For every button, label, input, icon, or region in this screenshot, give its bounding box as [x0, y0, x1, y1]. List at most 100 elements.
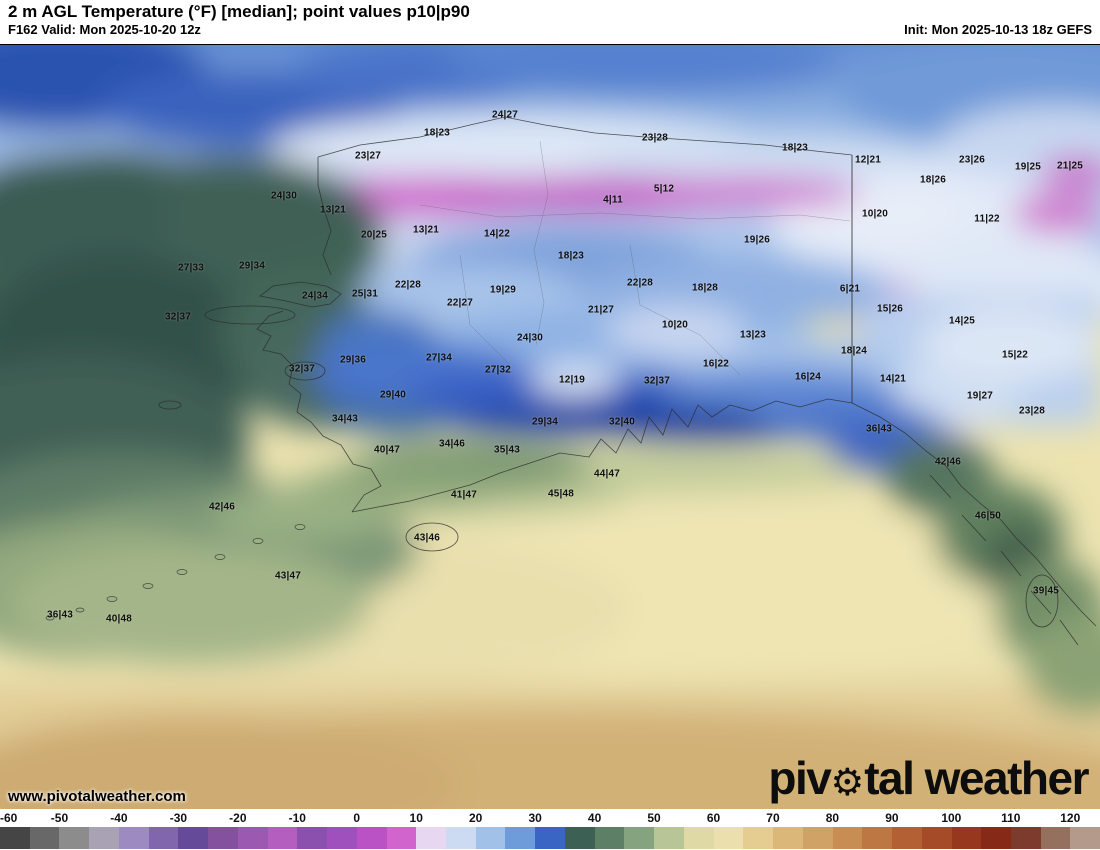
- point-value: 24|34: [301, 290, 329, 302]
- colorbar-scale: [0, 827, 1100, 849]
- point-value: 27|33: [177, 262, 205, 274]
- point-value: 29|34: [238, 260, 266, 272]
- colorbar-tick-label: 0: [353, 811, 361, 825]
- point-value: 46|50: [974, 510, 1002, 522]
- point-values-layer: 24|27 18|23 23|28 18|23 23|27 12|21 23|26 19|25…: [0, 45, 1100, 809]
- colorbar-tick-label: 30: [528, 811, 542, 825]
- point-value: 40|48: [105, 613, 133, 625]
- point-value: 18|23: [781, 142, 809, 154]
- colorbar-tick-label: 10: [409, 811, 423, 825]
- point-value: 44|47: [593, 468, 621, 480]
- map-header: 2 m AGL Temperature (°F) [median]; point…: [0, 0, 1100, 45]
- point-value: 45|48: [547, 488, 575, 500]
- point-value: 13|23: [739, 329, 767, 341]
- colorbar-tick-label: 100: [941, 811, 962, 825]
- colorbar-segment: [29, 827, 60, 849]
- point-value: 41|47: [450, 489, 478, 501]
- colorbar-tick-label: 60: [706, 811, 721, 825]
- point-value: 4|11: [603, 194, 623, 206]
- point-value: 43|47: [274, 570, 302, 582]
- point-value: 25|31: [351, 288, 379, 300]
- colorbar-segment: [1040, 827, 1071, 849]
- point-value: 24|30: [516, 332, 544, 344]
- colorbar-tick-label: -40: [110, 811, 128, 825]
- colorbar-segment: [654, 827, 684, 849]
- colorbar-segment: [475, 827, 506, 849]
- point-value: 24|30: [270, 190, 298, 202]
- temperature-field: [0, 45, 1100, 809]
- point-value: 18|28: [691, 282, 719, 294]
- point-value: 19|25: [1014, 161, 1042, 173]
- point-value: 22|27: [446, 297, 474, 309]
- point-value: 18|23: [557, 250, 585, 262]
- colorbar-segment: [148, 827, 179, 849]
- colorbar-segment: [89, 827, 119, 849]
- colorbar-tick-label: -10: [288, 811, 306, 825]
- point-value: 27|34: [425, 352, 453, 364]
- valid-time: F162 Valid: Mon 2025-10-20 12z: [8, 22, 201, 37]
- point-value: 35|43: [493, 444, 521, 456]
- point-value: 22|28: [626, 277, 654, 289]
- point-value: 6|21: [839, 283, 861, 295]
- point-value: 23|27: [354, 150, 382, 162]
- colorbar-tick-label: 70: [766, 811, 780, 825]
- colorbar-segment: [1010, 827, 1041, 849]
- point-value: 29|34: [531, 416, 559, 428]
- point-value: 29|36: [339, 354, 367, 366]
- point-value: 14|21: [879, 373, 907, 385]
- point-value: 24|27: [491, 109, 519, 121]
- point-value: 12|19: [558, 374, 586, 386]
- colorbar-tick-label: 50: [647, 811, 661, 825]
- colorbar-segment: [564, 827, 595, 849]
- point-value: 19|27: [966, 390, 994, 402]
- colorbar-tick-label: -20: [229, 811, 247, 825]
- point-value: 43|46: [413, 532, 441, 544]
- point-value: 42|46: [208, 501, 236, 513]
- point-value: 36|43: [865, 423, 893, 435]
- point-value: 34|43: [331, 413, 359, 425]
- aleutian-islands: [45, 524, 306, 621]
- point-value: 23|26: [958, 154, 986, 166]
- colorbar-segment: [237, 827, 268, 849]
- point-value: 15|26: [876, 303, 904, 315]
- logo-text-post: tal weather: [864, 752, 1089, 804]
- colorbar-tick-label: 90: [885, 811, 899, 825]
- colorbar-segment: [624, 827, 655, 849]
- colorbar-ticks: -60 -50 -40 -30 -20 -10 0 10 20 30 40 50 60 70 80 90 100…: [0, 809, 1100, 827]
- point-value: 18|24: [840, 345, 868, 357]
- colorbar-segment: [743, 827, 774, 849]
- colorbar-tick-label: -60: [0, 811, 18, 825]
- point-value: 21|25: [1056, 160, 1084, 172]
- colorbar-tick-label: 40: [587, 811, 602, 825]
- colorbar-tick-label: 110: [1001, 811, 1021, 825]
- point-value: 42|46: [934, 456, 962, 468]
- colorbar-segment: [118, 827, 149, 849]
- colorbar-segment: [386, 827, 417, 849]
- colorbar-segment: [862, 827, 893, 849]
- point-value: 34|46: [438, 438, 466, 450]
- point-value: 13|21: [319, 204, 347, 216]
- point-value: 32|37: [164, 311, 192, 323]
- point-value: 23|28: [1018, 405, 1046, 417]
- colorbar-tick-label: 20: [468, 811, 483, 825]
- point-value: 15|22: [1001, 349, 1029, 361]
- colorbar-segment: [951, 827, 982, 849]
- point-value: 18|23: [423, 127, 451, 139]
- colorbar-segment: [981, 827, 1011, 849]
- point-value: 12|21: [854, 154, 882, 166]
- point-value: 40|47: [373, 444, 401, 456]
- interior-boundaries: [419, 140, 851, 376]
- colorbar-segment: [297, 827, 328, 849]
- colorbar-segment: [446, 827, 476, 849]
- point-value: 13|21: [412, 224, 440, 236]
- map-title: 2 m AGL Temperature (°F) [median]; point…: [8, 2, 470, 21]
- point-value: 19|26: [743, 234, 771, 246]
- colorbar-segment: [594, 827, 625, 849]
- point-value: 18|26: [919, 174, 947, 186]
- colorbar-segment: [921, 827, 952, 849]
- colorbar-segment: [802, 827, 833, 849]
- point-value: 20|25: [360, 229, 388, 241]
- colorbar-segment: [356, 827, 387, 849]
- colorbar-segment: [683, 827, 714, 849]
